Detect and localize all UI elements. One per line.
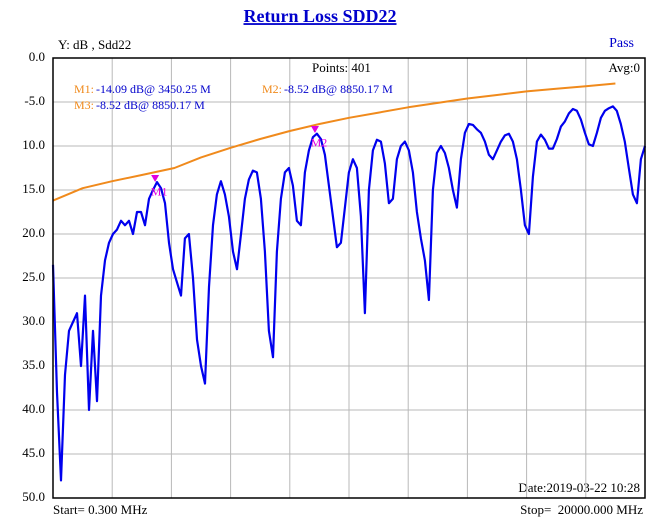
marker-readout: M1: -14.09 dB@ 3450.25 M	[74, 82, 211, 96]
grid	[53, 57, 645, 499]
y-tick-label: 40.0	[22, 401, 45, 416]
y-tick-label: 0.0	[29, 49, 45, 64]
y-tick-label: 25.0	[22, 269, 45, 284]
marker	[310, 125, 319, 133]
avg: Avg:0	[608, 60, 640, 75]
trace	[52, 82, 616, 202]
y-tick-label: 15.0	[22, 181, 45, 196]
plot-frame	[52, 57, 646, 499]
readout-label: M1:	[74, 82, 94, 96]
stop-frequency: Stop= 20000.000 MHz	[520, 502, 643, 517]
y-tick-label: 45.0	[22, 445, 45, 460]
y-tick-label: 20.0	[22, 225, 45, 240]
marker-label: M2	[311, 136, 328, 150]
y-tick-label: 50.0	[22, 489, 45, 504]
readout-value: -14.09 dB@ 3450.25 M	[96, 82, 211, 96]
y-tick-label: 35.0	[22, 357, 45, 372]
marker	[151, 174, 160, 182]
y-tick-label: 10.0	[22, 137, 45, 152]
y-label: Y: dB , Sdd22	[58, 37, 131, 52]
labels: 0.0 -5.0 10.0 15.0 20.0 25.0 30.0 35.0 40.0 45.0 5…	[22, 49, 393, 504]
date: Date:2019-03-22 10:28	[518, 480, 640, 495]
marker-label: M1	[151, 185, 168, 199]
y-tick-label: -5.0	[24, 93, 45, 108]
traces	[51, 82, 647, 482]
readout-value: -8.52 dB@ 8850.17 M	[96, 98, 205, 112]
start-frequency: Start= 0.300 MHz	[53, 502, 148, 517]
y-tick-label: 30.0	[22, 313, 45, 328]
readout-label: M3:	[74, 98, 94, 112]
points: Points: 401	[312, 60, 371, 75]
marker-readout: M3: -8.52 dB@ 8850.17 M	[74, 98, 205, 112]
readout-value: -8.52 dB@ 8850.17 M	[284, 82, 393, 96]
status: Pass	[609, 36, 634, 51]
trace	[51, 105, 647, 482]
chart-title: Return Loss SDD22	[243, 6, 396, 26]
marker-readout: M2: -8.52 dB@ 8850.17 M	[262, 82, 393, 96]
readout-label: M2:	[262, 82, 282, 96]
